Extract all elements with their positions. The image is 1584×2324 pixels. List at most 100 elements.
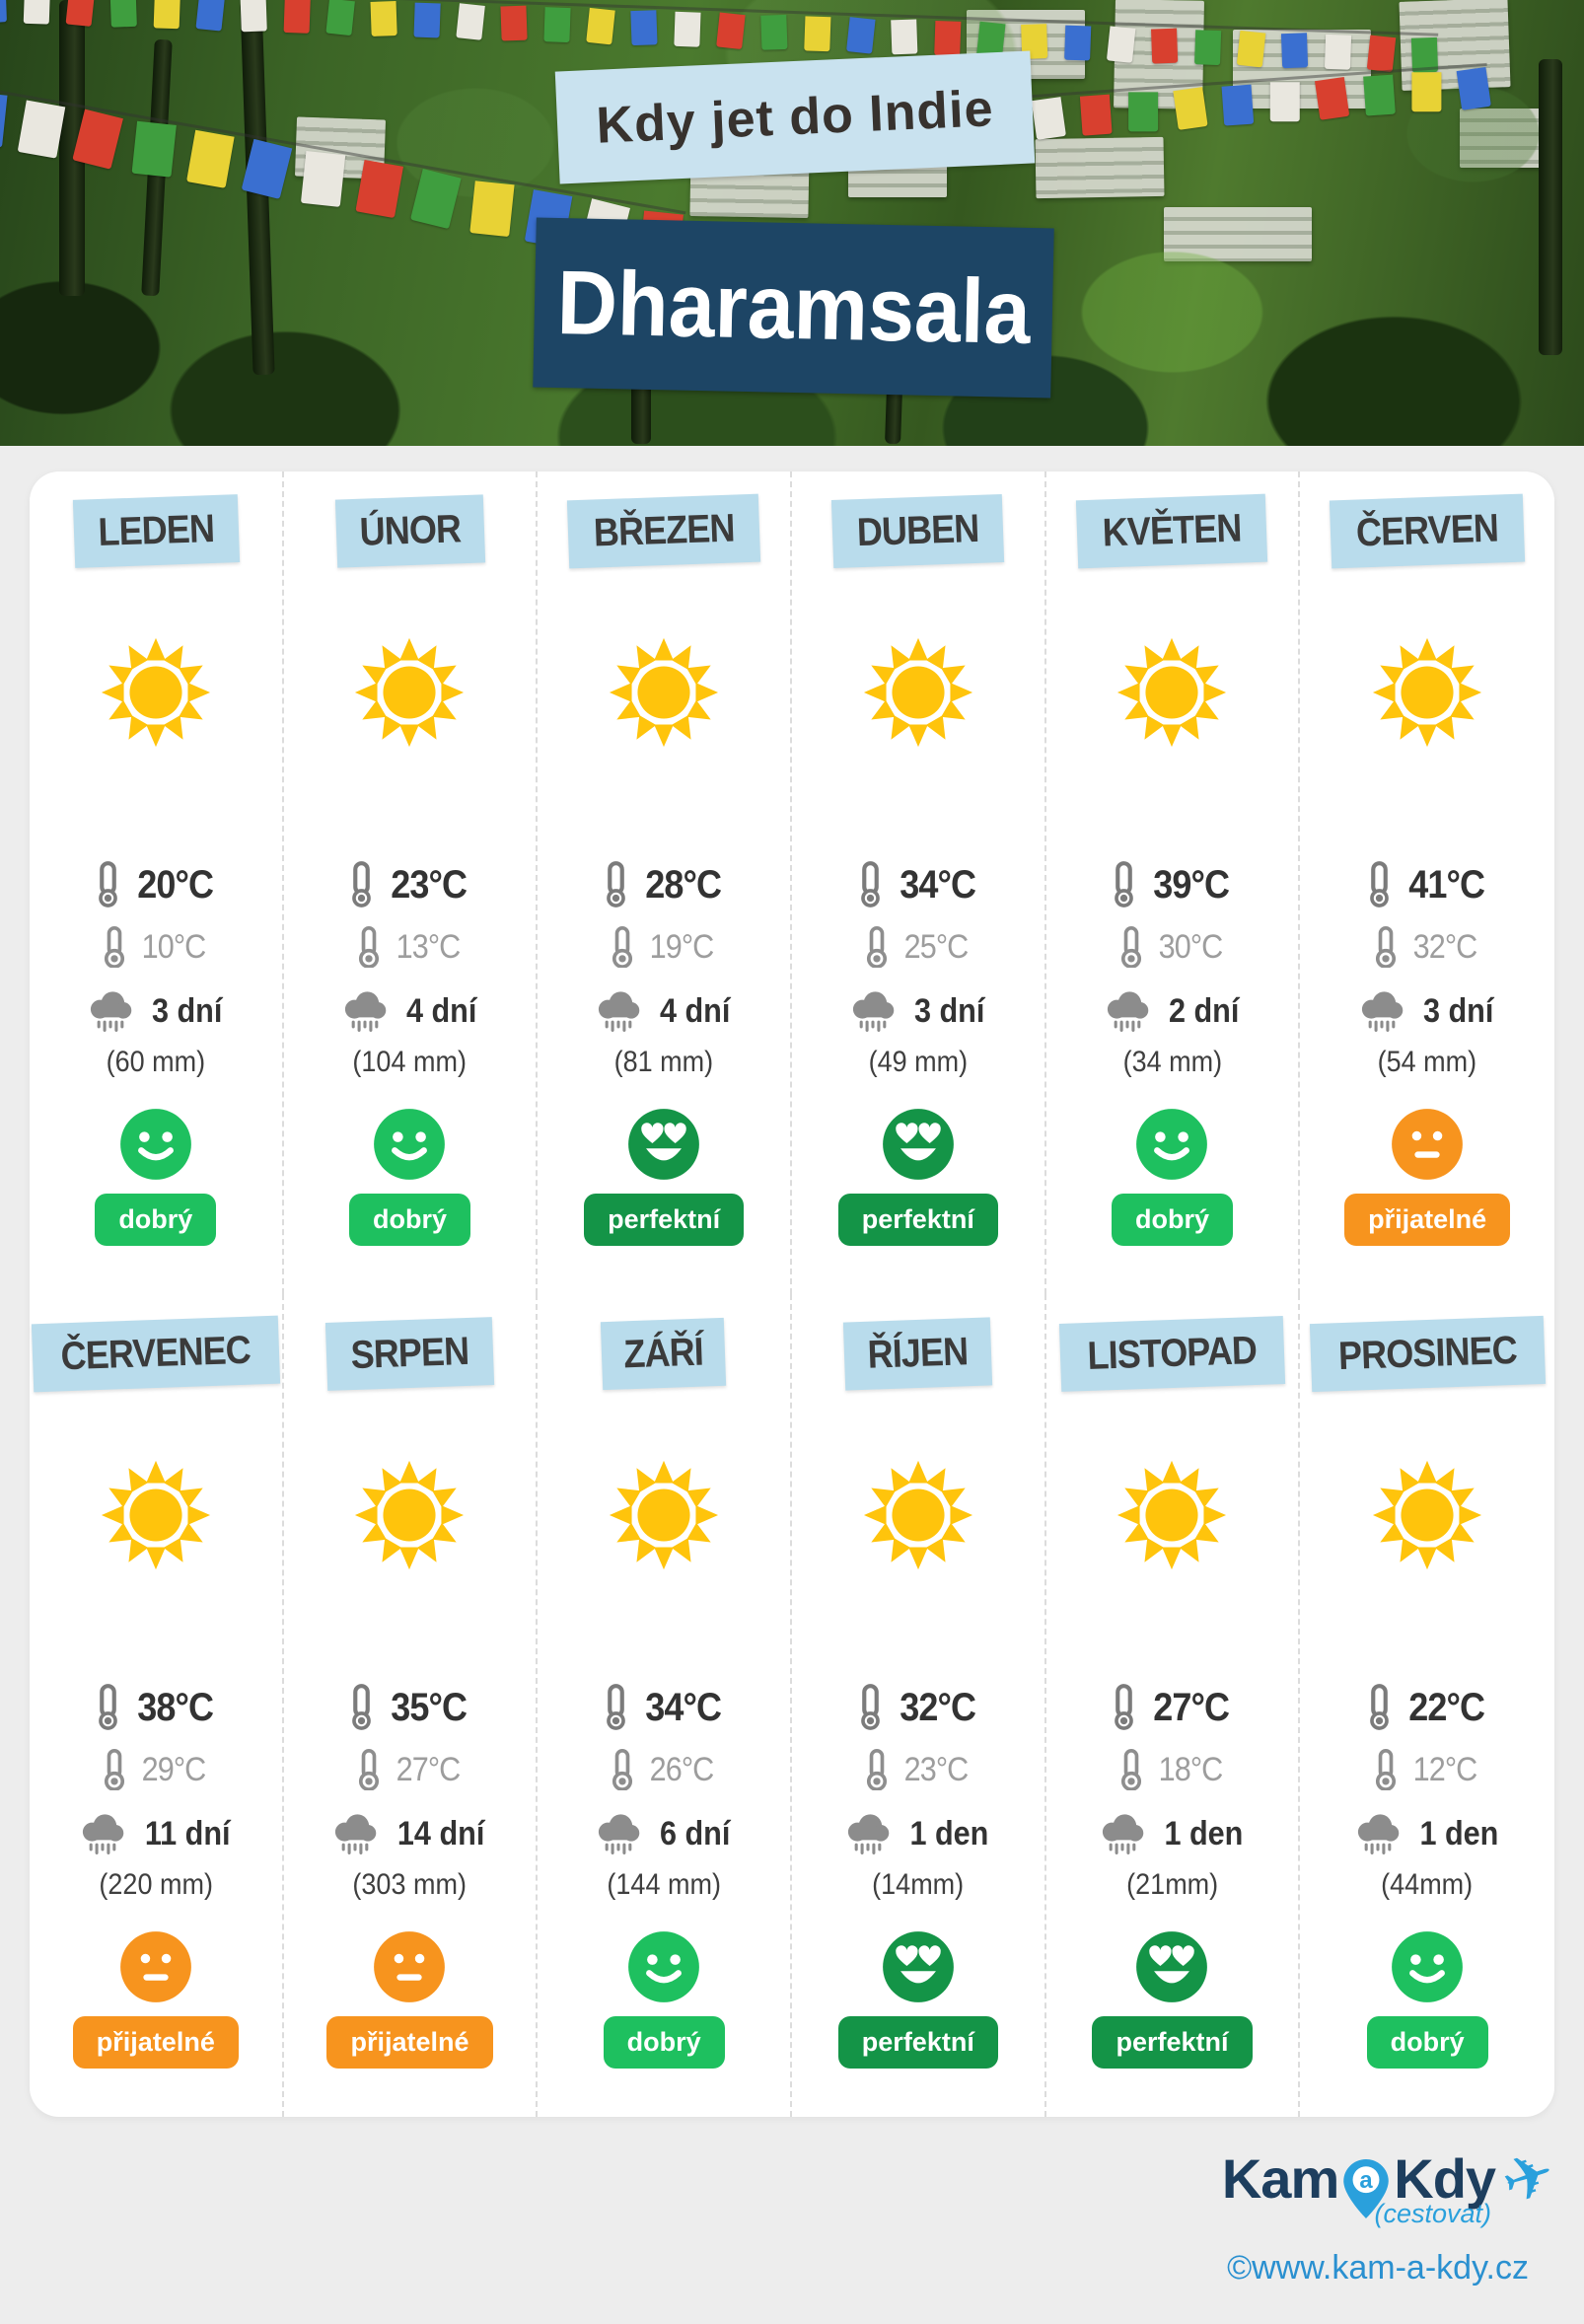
smiley-icon — [372, 1107, 447, 1182]
prayer-flag — [1363, 74, 1396, 116]
building — [1460, 109, 1548, 168]
rating-badge: přijatelné — [1344, 1194, 1511, 1246]
month-card: ÚNOR — [284, 472, 539, 1294]
rating-badge: perfektní — [1092, 2016, 1253, 2069]
thermometer-high-icon — [1111, 1684, 1137, 1731]
rain-cloud-icon — [77, 1812, 128, 1856]
prayer-flag — [1106, 26, 1136, 63]
rain-cloud-icon — [842, 1812, 894, 1856]
prayer-flag — [409, 169, 462, 230]
month-label: LEDEN — [72, 494, 240, 568]
rain-cloud-icon — [593, 989, 644, 1034]
rating-badge: perfektní — [837, 1194, 998, 1246]
rain-days: 3 dní — [1423, 992, 1494, 1030]
precipitation: (81 mm) — [613, 1046, 714, 1078]
prayer-flag — [186, 129, 235, 188]
month-label: KVĚTEN — [1076, 493, 1268, 569]
thermometer-high-icon — [1366, 1684, 1393, 1731]
months-grid: LEDEN — [30, 472, 1554, 2117]
sun-icon — [860, 634, 976, 751]
precipitation: (220 mm) — [99, 1868, 213, 1901]
prayer-flag — [586, 7, 615, 45]
prayer-flag — [891, 19, 918, 55]
rating-badge: dobrý — [603, 2016, 725, 2069]
rain-cloud-icon — [1102, 989, 1153, 1034]
month-label: PROSINEC — [1309, 1315, 1546, 1393]
logo-a: a — [1360, 2166, 1374, 2193]
prayer-flag — [630, 10, 658, 46]
rating-badge: přijatelné — [326, 2016, 493, 2069]
thermometer-low-icon — [1374, 926, 1398, 968]
high-temp: 28°C — [645, 862, 722, 907]
rain-days: 3 dní — [152, 992, 223, 1030]
low-temp: 29°C — [141, 1750, 206, 1788]
copyright-link[interactable]: ©www.kam-a-kdy.cz — [1227, 2249, 1529, 2287]
thermometer-high-icon — [1111, 861, 1137, 908]
month-label: ČERVENEC — [31, 1315, 280, 1393]
prayer-flag — [413, 2, 441, 38]
prayer-flag — [1366, 35, 1397, 73]
precipitation: (104 mm) — [352, 1046, 468, 1078]
sun-icon — [98, 1457, 214, 1573]
prayer-flag — [325, 0, 355, 36]
prayer-flag — [1031, 97, 1066, 140]
prayer-flag — [370, 1, 397, 36]
rain-days: 3 dní — [914, 992, 985, 1030]
smiley-icon — [881, 1929, 956, 2004]
sun-icon — [1114, 1457, 1230, 1573]
smiley-icon — [372, 1929, 447, 2004]
month-label: ÚNOR — [334, 494, 485, 568]
month-label: SRPEN — [324, 1317, 495, 1391]
sun-icon — [860, 1457, 976, 1573]
prayer-flag — [543, 7, 571, 43]
precipitation: (34 mm) — [1122, 1046, 1222, 1078]
thermometer-high-icon — [95, 861, 121, 908]
sun-icon — [351, 1457, 468, 1573]
smiley-icon — [118, 1107, 193, 1182]
thermometer-low-icon — [1374, 1749, 1398, 1790]
prayer-flag — [241, 138, 293, 199]
rain-cloud-icon — [85, 989, 136, 1034]
footer: Kam a Kdy ✈ (cestovat) ©www.kam-a-kdy.cz — [0, 2117, 1584, 2324]
prayer-flag — [846, 17, 876, 54]
month-card: KVĚTEN — [1046, 472, 1301, 1294]
logo-kdy: Kdy — [1394, 2147, 1496, 2210]
prayer-flag — [1064, 25, 1092, 61]
header-photo: Kdy jet do Indie Dharamsala — [0, 0, 1584, 446]
thermometer-high-icon — [603, 1684, 629, 1731]
prayer-flag — [1236, 30, 1266, 68]
rating-badge: dobrý — [348, 1194, 470, 1246]
rain-cloud-icon — [1356, 989, 1407, 1034]
month-name: ÚNOR — [358, 507, 462, 554]
month-name: ŘÍJEN — [867, 1330, 970, 1377]
high-temp: 38°C — [136, 1685, 214, 1729]
thermometer-low-icon — [357, 1749, 381, 1790]
header-kicker: Kdy jet do Indie — [554, 50, 1036, 184]
rain-days: 1 den — [1419, 1815, 1499, 1852]
rating-badge: přijatelné — [72, 2016, 239, 2069]
month-label: ŘÍJEN — [843, 1317, 993, 1391]
prayer-flag — [500, 5, 528, 41]
prayer-flag — [0, 91, 8, 148]
rain-days: 2 dní — [1168, 992, 1240, 1030]
precipitation: (21mm) — [1125, 1868, 1218, 1901]
month-name: PROSINEC — [1337, 1328, 1518, 1379]
rain-days: 4 dní — [405, 992, 477, 1030]
high-temp: 39°C — [1153, 862, 1231, 907]
building — [1035, 136, 1165, 199]
precipitation: (54 mm) — [1377, 1046, 1477, 1078]
prayer-flag — [23, 0, 50, 25]
prayer-flag — [1411, 72, 1442, 112]
month-name: SRPEN — [349, 1329, 469, 1378]
precipitation: (144 mm) — [607, 1868, 721, 1901]
high-temp: 32°C — [899, 1685, 976, 1729]
thermometer-high-icon — [857, 861, 884, 908]
thermometer-low-icon — [865, 1749, 889, 1790]
logo-kam: Kam — [1221, 2147, 1339, 2210]
low-temp: 12°C — [1412, 1750, 1478, 1788]
smiley-icon — [1134, 1929, 1209, 2004]
prayer-flag — [1128, 92, 1159, 132]
precipitation: (303 mm) — [352, 1868, 468, 1901]
low-temp: 10°C — [141, 927, 206, 966]
precipitation: (14mm) — [872, 1868, 965, 1901]
